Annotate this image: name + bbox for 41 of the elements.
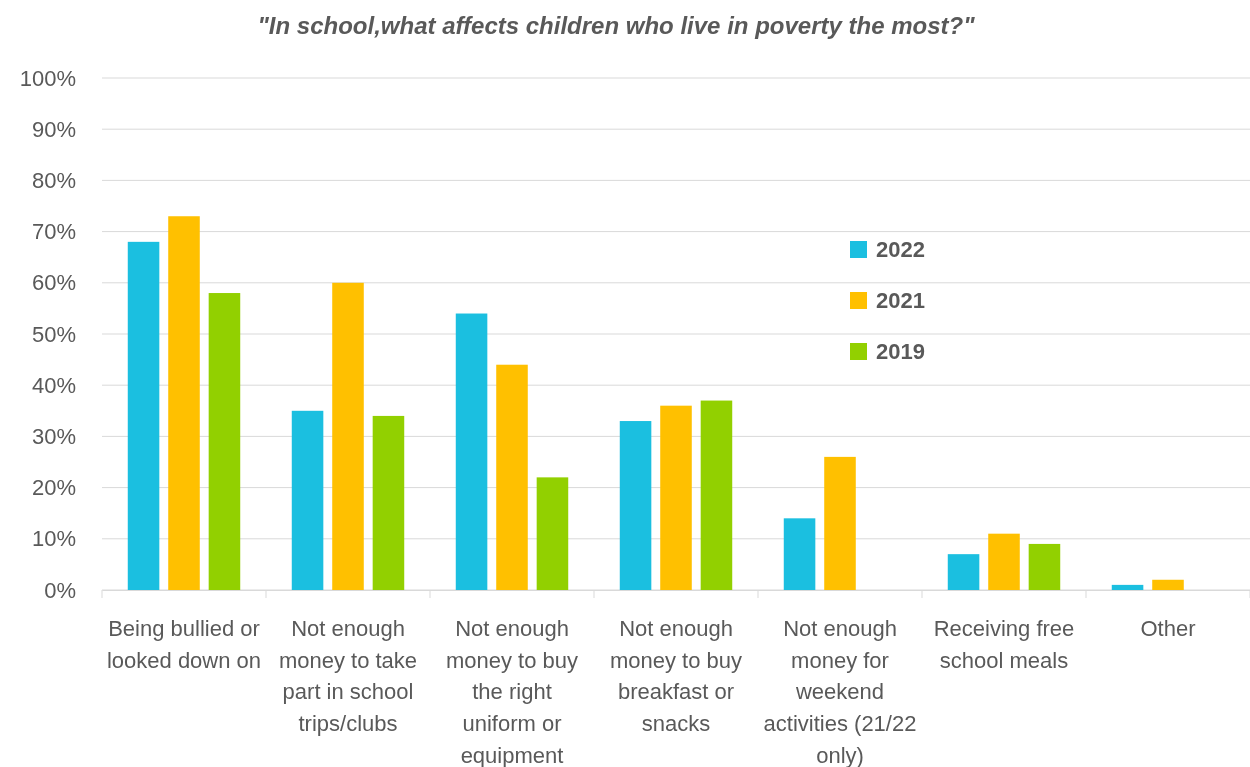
y-tick-label: 20%	[31, 475, 76, 501]
bar	[332, 282, 364, 590]
bar	[168, 216, 200, 590]
x-tick-label: Receiving free school meals	[933, 615, 1075, 673]
bar	[660, 405, 692, 590]
bar	[1152, 579, 1184, 590]
bar	[1111, 584, 1144, 590]
x-tick-label: Not enough money to take part in school trips/clubs	[278, 615, 418, 737]
bar	[496, 364, 528, 590]
x-tick-label: Not enough money to buy the right uniform or equipment	[445, 615, 579, 767]
legend-label: 2019	[876, 339, 925, 364]
bar	[127, 241, 160, 590]
bar	[208, 293, 241, 590]
bar	[824, 456, 856, 590]
bar	[372, 415, 405, 590]
bar	[619, 421, 652, 590]
legend-label: 2021	[876, 288, 925, 313]
y-tick-label: 10%	[31, 526, 76, 552]
bar	[455, 313, 488, 590]
legend-label: 2022	[876, 237, 925, 262]
bar	[988, 533, 1020, 590]
bar	[536, 477, 569, 590]
bar	[947, 554, 980, 590]
y-tick-label: 40%	[31, 372, 76, 398]
bar	[783, 518, 816, 590]
bar	[291, 410, 324, 590]
x-tick-label: Not enough money for weekend activities (21/22 only)	[763, 615, 917, 767]
y-tick-label: 70%	[31, 219, 76, 245]
bar	[700, 400, 733, 590]
chart-title: "In school,what affects children who live in poverty the most?"	[257, 12, 976, 39]
y-tick-label: 90%	[31, 116, 76, 142]
bar	[1028, 543, 1061, 590]
x-tick-label: Not enough money to buy breakfast or snacks	[609, 615, 743, 737]
y-tick-label: 0%	[44, 577, 76, 603]
y-tick-label: 100%	[19, 65, 76, 91]
y-tick-label: 30%	[31, 423, 76, 449]
x-tick-label: Being bullied or looked down on	[106, 615, 262, 673]
y-tick-label: 60%	[31, 270, 76, 296]
y-tick-label: 80%	[31, 167, 76, 193]
x-tick-label: Other	[1140, 615, 1196, 641]
y-tick-label: 50%	[31, 321, 76, 347]
